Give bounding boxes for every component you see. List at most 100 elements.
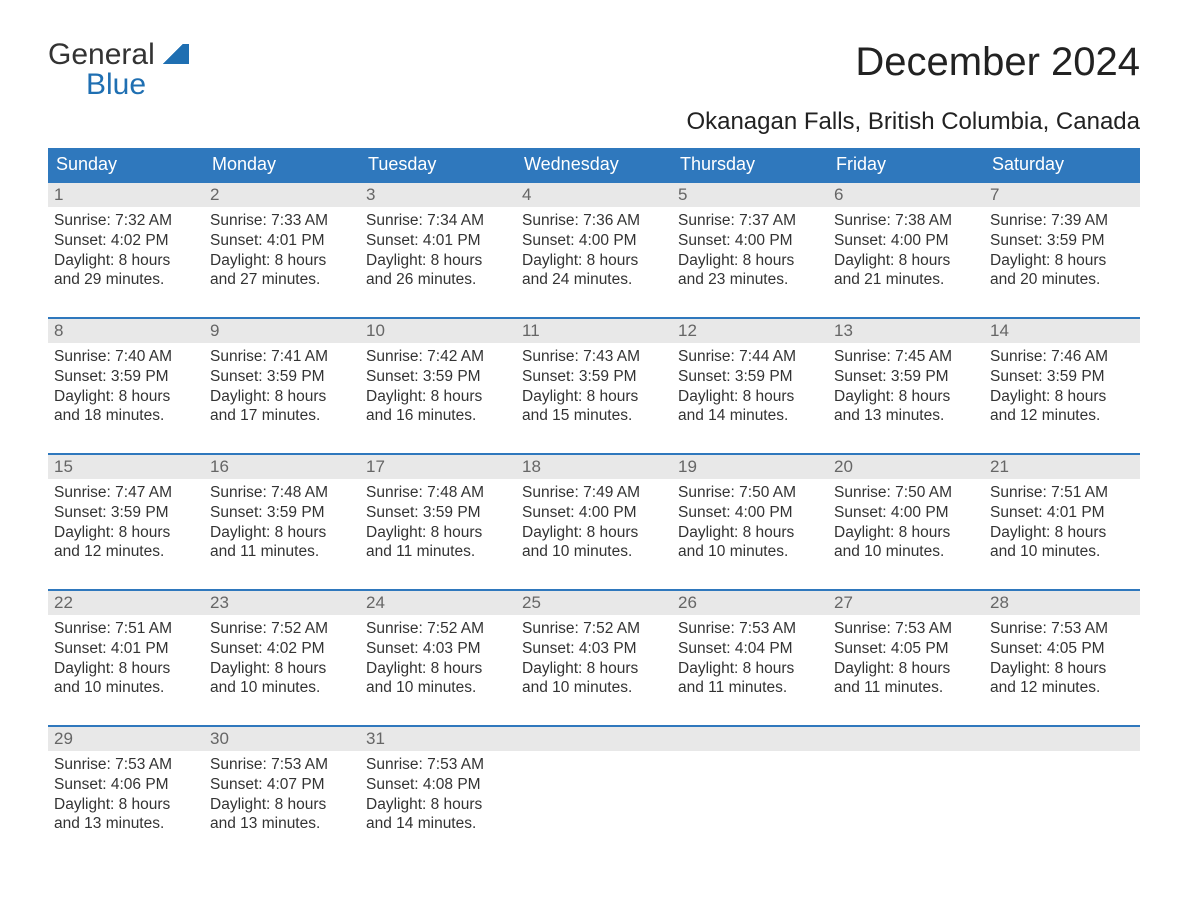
dl2-text: and 12 minutes. bbox=[990, 406, 1134, 426]
weekday-header: Sunday bbox=[48, 148, 204, 181]
day-body: Sunrise: 7:40 AMSunset: 3:59 PMDaylight:… bbox=[48, 343, 204, 434]
sunset-text: Sunset: 4:01 PM bbox=[54, 639, 198, 659]
sunrise-text: Sunrise: 7:34 AM bbox=[366, 211, 510, 231]
day-cell: 3 Sunrise: 7:34 AMSunset: 4:01 PMDaylight… bbox=[360, 183, 516, 309]
day-cell: 23Sunrise: 7:52 AMSunset: 4:02 PMDayligh… bbox=[204, 591, 360, 717]
sunrise-text: Sunrise: 7:36 AM bbox=[522, 211, 666, 231]
day-cell bbox=[516, 727, 672, 853]
day-body: Sunrise: 7:50 AMSunset: 4:00 PMDaylight:… bbox=[828, 479, 984, 570]
sunrise-text: Sunrise: 7:44 AM bbox=[678, 347, 822, 367]
weekday-header: Saturday bbox=[984, 148, 1140, 181]
sunset-text: Sunset: 3:59 PM bbox=[834, 367, 978, 387]
weeks-container: 1Sunrise: 7:32 AMSunset: 4:02 PMDaylight… bbox=[48, 181, 1140, 853]
day-number: 16 bbox=[204, 455, 360, 479]
day-body: Sunrise: 7:32 AMSunset: 4:02 PMDaylight:… bbox=[48, 207, 204, 298]
sunrise-text: Sunrise: 7:51 AM bbox=[990, 483, 1134, 503]
sunset-text: Sunset: 3:59 PM bbox=[210, 367, 354, 387]
day-body: Sunrise: 7:53 AMSunset: 4:07 PMDaylight:… bbox=[204, 751, 360, 842]
day-body: Sunrise: 7:51 AMSunset: 4:01 PMDaylight:… bbox=[48, 615, 204, 706]
day-cell: 19Sunrise: 7:50 AMSunset: 4:00 PMDayligh… bbox=[672, 455, 828, 581]
day-body: Sunrise: 7:43 AMSunset: 3:59 PMDaylight:… bbox=[516, 343, 672, 434]
dl1-text: Daylight: 8 hours bbox=[678, 387, 822, 407]
dl1-text: Daylight: 8 hours bbox=[990, 251, 1134, 271]
sunset-text: Sunset: 4:00 PM bbox=[678, 231, 822, 251]
day-cell bbox=[984, 727, 1140, 853]
day-body: Sunrise: 7:33 AMSunset: 4:01 PMDaylight:… bbox=[204, 207, 360, 298]
day-body: Sunrise: 7:36 AMSunset: 4:00 PMDaylight:… bbox=[516, 207, 672, 298]
dl2-text: and 10 minutes. bbox=[54, 678, 198, 698]
dl2-text: and 15 minutes. bbox=[522, 406, 666, 426]
day-body: Sunrise: 7:53 AMSunset: 4:04 PMDaylight:… bbox=[672, 615, 828, 706]
day-cell: 26Sunrise: 7:53 AMSunset: 4:04 PMDayligh… bbox=[672, 591, 828, 717]
day-body: Sunrise: 7:52 AMSunset: 4:03 PMDaylight:… bbox=[360, 615, 516, 706]
logo-flag-icon bbox=[159, 44, 189, 64]
day-body: Sunrise: 7:48 AMSunset: 3:59 PMDaylight:… bbox=[204, 479, 360, 570]
dl2-text: and 16 minutes. bbox=[366, 406, 510, 426]
day-body: Sunrise: 7:53 AMSunset: 4:06 PMDaylight:… bbox=[48, 751, 204, 842]
day-body: Sunrise: 7:53 AMSunset: 4:05 PMDaylight:… bbox=[828, 615, 984, 706]
logo-word2: Blue bbox=[86, 70, 146, 100]
dl1-text: Daylight: 8 hours bbox=[54, 795, 198, 815]
sunrise-text: Sunrise: 7:52 AM bbox=[210, 619, 354, 639]
day-number: 24 bbox=[360, 591, 516, 615]
dl1-text: Daylight: 8 hours bbox=[54, 387, 198, 407]
dl1-text: Daylight: 8 hours bbox=[678, 523, 822, 543]
sunset-text: Sunset: 4:00 PM bbox=[834, 503, 978, 523]
sunset-text: Sunset: 3:59 PM bbox=[54, 367, 198, 387]
dl1-text: Daylight: 8 hours bbox=[366, 523, 510, 543]
dl1-text: Daylight: 8 hours bbox=[54, 523, 198, 543]
week-row: 22Sunrise: 7:51 AMSunset: 4:01 PMDayligh… bbox=[48, 589, 1140, 717]
day-number bbox=[984, 727, 1140, 751]
day-cell: 18Sunrise: 7:49 AMSunset: 4:00 PMDayligh… bbox=[516, 455, 672, 581]
dl2-text: and 11 minutes. bbox=[366, 542, 510, 562]
day-number: 5 bbox=[672, 183, 828, 207]
sunset-text: Sunset: 3:59 PM bbox=[366, 367, 510, 387]
dl2-text: and 29 minutes. bbox=[54, 270, 198, 290]
sunrise-text: Sunrise: 7:53 AM bbox=[54, 755, 198, 775]
day-cell: 5Sunrise: 7:37 AMSunset: 4:00 PMDaylight… bbox=[672, 183, 828, 309]
sunset-text: Sunset: 3:59 PM bbox=[678, 367, 822, 387]
sunrise-text: Sunrise: 7:32 AM bbox=[54, 211, 198, 231]
dl2-text: and 10 minutes. bbox=[834, 542, 978, 562]
day-number bbox=[828, 727, 984, 751]
day-number: 8 bbox=[48, 319, 204, 343]
dl2-text: and 18 minutes. bbox=[54, 406, 198, 426]
sunrise-text: Sunrise: 7:53 AM bbox=[366, 755, 510, 775]
day-number: 1 bbox=[48, 183, 204, 207]
sunset-text: Sunset: 4:05 PM bbox=[990, 639, 1134, 659]
sunrise-text: Sunrise: 7:33 AM bbox=[210, 211, 354, 231]
day-body: Sunrise: 7:44 AMSunset: 3:59 PMDaylight:… bbox=[672, 343, 828, 434]
day-body: Sunrise: 7:37 AMSunset: 4:00 PMDaylight:… bbox=[672, 207, 828, 298]
day-number: 2 bbox=[204, 183, 360, 207]
sunrise-text: Sunrise: 7:41 AM bbox=[210, 347, 354, 367]
sunset-text: Sunset: 4:04 PM bbox=[678, 639, 822, 659]
dl1-text: Daylight: 8 hours bbox=[834, 251, 978, 271]
sunset-text: Sunset: 3:59 PM bbox=[522, 367, 666, 387]
weekday-header: Tuesday bbox=[360, 148, 516, 181]
day-body: Sunrise: 7:39 AMSunset: 3:59 PMDaylight:… bbox=[984, 207, 1140, 298]
day-cell bbox=[828, 727, 984, 853]
day-number: 3 bbox=[360, 183, 516, 207]
dl2-text: and 13 minutes. bbox=[210, 814, 354, 834]
day-number: 18 bbox=[516, 455, 672, 479]
sunset-text: Sunset: 4:00 PM bbox=[522, 503, 666, 523]
day-body: Sunrise: 7:53 AMSunset: 4:05 PMDaylight:… bbox=[984, 615, 1140, 706]
dl2-text: and 10 minutes. bbox=[522, 542, 666, 562]
sunrise-text: Sunrise: 7:46 AM bbox=[990, 347, 1134, 367]
dl1-text: Daylight: 8 hours bbox=[210, 523, 354, 543]
dl1-text: Daylight: 8 hours bbox=[366, 251, 510, 271]
day-cell: 24Sunrise: 7:52 AMSunset: 4:03 PMDayligh… bbox=[360, 591, 516, 717]
day-cell: 8Sunrise: 7:40 AMSunset: 3:59 PMDaylight… bbox=[48, 319, 204, 445]
day-body: Sunrise: 7:48 AMSunset: 3:59 PMDaylight:… bbox=[360, 479, 516, 570]
sunset-text: Sunset: 4:02 PM bbox=[210, 639, 354, 659]
day-number: 31 bbox=[360, 727, 516, 751]
sunrise-text: Sunrise: 7:42 AM bbox=[366, 347, 510, 367]
dl2-text: and 11 minutes. bbox=[834, 678, 978, 698]
dl2-text: and 17 minutes. bbox=[210, 406, 354, 426]
day-body: Sunrise: 7:49 AMSunset: 4:00 PMDaylight:… bbox=[516, 479, 672, 570]
day-body: Sunrise: 7:47 AMSunset: 3:59 PMDaylight:… bbox=[48, 479, 204, 570]
month-title: December 2024 bbox=[855, 40, 1140, 85]
sunrise-text: Sunrise: 7:53 AM bbox=[678, 619, 822, 639]
day-cell: 20Sunrise: 7:50 AMSunset: 4:00 PMDayligh… bbox=[828, 455, 984, 581]
sunset-text: Sunset: 4:01 PM bbox=[366, 231, 510, 251]
